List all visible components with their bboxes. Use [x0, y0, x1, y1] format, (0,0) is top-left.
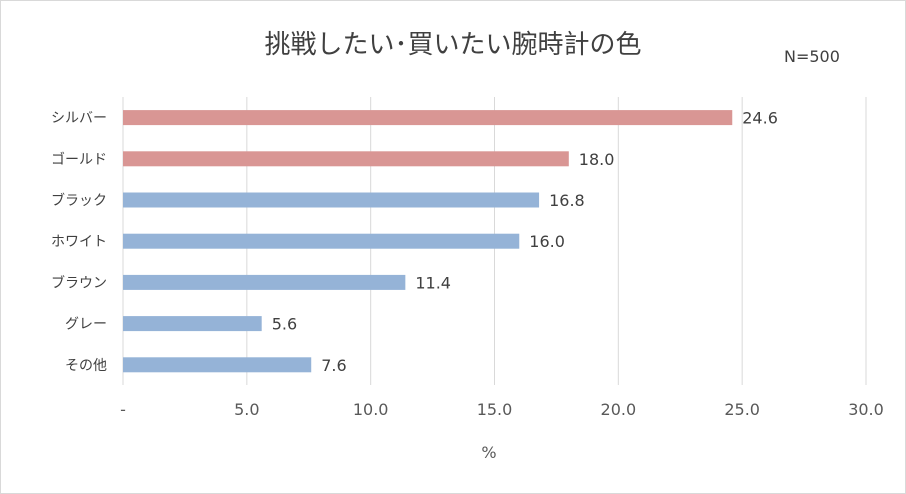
category-label: ブラック	[51, 192, 107, 209]
x-tick-label: 5.0	[234, 400, 259, 419]
x-tick-label: -	[120, 400, 126, 419]
x-tick-label: 20.0	[601, 400, 637, 419]
value-label: 7.6	[321, 356, 346, 375]
bar	[123, 151, 569, 167]
value-label: 11.4	[415, 273, 451, 292]
x-tick-label: 15.0	[477, 400, 513, 419]
category-label: シルバー	[51, 111, 107, 127]
category-label: その他	[65, 358, 107, 374]
value-label: 16.8	[549, 191, 585, 210]
chart-title: 挑戦したい･買いたい腕時計の色	[264, 30, 642, 60]
value-label: 18.0	[579, 150, 615, 169]
bar	[123, 192, 540, 208]
x-tick-label: 25.0	[724, 400, 760, 419]
x-tick-labels: - 5.0 10.0 15.0 20.0 25.0 30.0	[120, 400, 884, 419]
sample-size-note: N=500	[784, 47, 840, 66]
category-label: ホワイト	[51, 234, 107, 250]
value-labels: 24.6 18.0 16.8 16.0 11.4 5.6 7.6	[272, 109, 778, 375]
category-label: ゴールド	[51, 151, 107, 168]
bar	[123, 274, 406, 290]
x-tick-label: 10.0	[353, 400, 389, 419]
value-label: 5.6	[272, 315, 297, 334]
bar	[123, 316, 262, 332]
category-label: ブラウン	[51, 274, 107, 291]
x-axis-label: %	[481, 443, 496, 462]
value-label: 24.6	[742, 109, 778, 128]
bar	[123, 357, 312, 373]
bars	[123, 110, 733, 373]
x-tick-label: 30.0	[848, 400, 884, 419]
bar	[123, 110, 733, 126]
bar	[123, 233, 520, 249]
value-label: 16.0	[529, 232, 565, 251]
category-label: グレー	[65, 317, 107, 333]
